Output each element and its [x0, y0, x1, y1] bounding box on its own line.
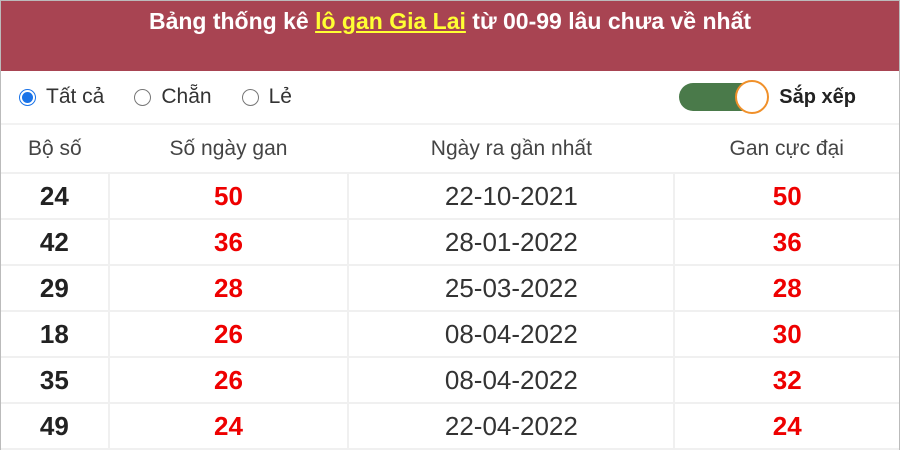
sort-toggle[interactable] [679, 80, 770, 114]
gan-days-cell: 36 [107, 219, 350, 266]
table-row: 29 28 25-03-2022 28 [1, 265, 899, 312]
last-date-cell: 22-04-2022 [347, 403, 676, 450]
table-row: 42 36 28-01-2022 36 [1, 219, 899, 266]
radio-button[interactable] [19, 88, 36, 106]
last-date-cell: 08-04-2022 [347, 357, 676, 404]
number-cell: 42 [1, 219, 110, 266]
radio-label: Lẻ [268, 85, 292, 108]
lo-gan-table: Bộ số Số ngày gan Ngày ra gần nhất Gan cực … [1, 125, 899, 450]
number-cell: 35 [1, 357, 110, 404]
number-cell: 18 [1, 311, 110, 358]
last-date-cell: 22-10-2021 [347, 173, 676, 220]
page-title: Bảng thống kê lô gan Gia Lai từ 00-99 lâ… [1, 1, 899, 71]
table-row: 35 26 08-04-2022 32 [1, 357, 899, 404]
column-header: Bộ số [1, 125, 109, 174]
max-gan-cell: 30 [673, 311, 899, 358]
max-gan-cell: 24 [673, 403, 899, 450]
number-cell: 29 [1, 265, 110, 312]
gan-days-cell: 24 [107, 403, 350, 450]
last-date-cell: 08-04-2022 [347, 311, 676, 358]
gan-days-cell: 50 [107, 173, 350, 220]
radio-button[interactable] [241, 88, 259, 106]
toggle-knob[interactable] [735, 80, 770, 114]
sort-label: Sắp xếp [779, 85, 856, 108]
last-date-cell: 25-03-2022 [347, 265, 676, 312]
number-cell: 24 [1, 173, 110, 220]
title-link[interactable]: lô gan Gia Lai [315, 8, 466, 34]
table-row: 49 24 22-04-2022 24 [1, 403, 899, 450]
title-text: từ 00-99 lâu chưa về nhất [465, 8, 752, 34]
max-gan-cell: 28 [673, 265, 899, 312]
last-date-cell: 28-01-2022 [347, 219, 676, 266]
max-gan-cell: 36 [673, 219, 899, 266]
table-row: 18 26 08-04-2022 30 [1, 311, 899, 358]
max-gan-cell: 50 [673, 173, 899, 220]
radio-label: Chẵn [161, 85, 212, 108]
gan-days-cell: 26 [107, 357, 350, 404]
column-header: Ngày ra gần nhất [348, 125, 675, 174]
radio-all[interactable]: Tất cả [19, 85, 104, 109]
title-text: Bảng thống kê [148, 8, 316, 34]
max-gan-cell: 32 [673, 357, 899, 404]
radio-label: Tất cả [46, 85, 105, 108]
radio-even[interactable]: Chẵn [134, 85, 212, 109]
column-header: Gan cực đại [674, 125, 899, 174]
column-header: Số ngày gan [108, 125, 349, 174]
gan-days-cell: 28 [107, 265, 350, 312]
number-cell: 49 [1, 403, 110, 450]
filter-bar: Tất cả Chẵn Lẻ Sắp xếp [1, 71, 899, 125]
radio-button[interactable] [134, 88, 152, 106]
gan-days-cell: 26 [107, 311, 350, 358]
table-row: 24 50 22-10-2021 50 [1, 173, 899, 220]
radio-odd[interactable]: Lẻ [241, 85, 292, 109]
